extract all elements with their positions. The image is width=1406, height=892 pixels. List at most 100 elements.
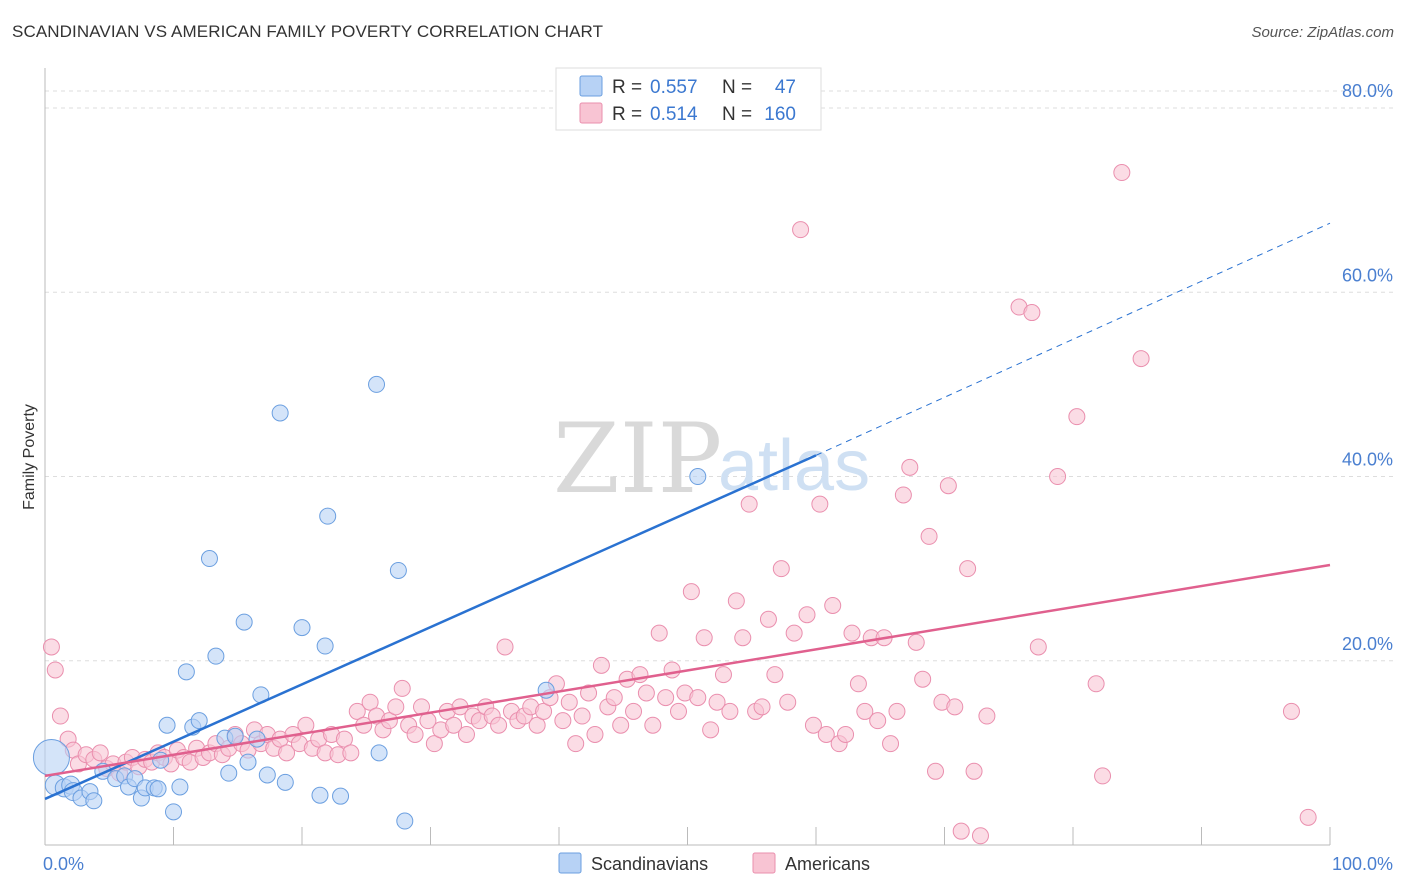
scandinavian-point [220, 764, 238, 782]
correlation-legend: R = 0.557 N = 47 R = 0.514 N = 160 [555, 67, 822, 131]
scandinavian-point [190, 712, 208, 730]
american-point [650, 624, 668, 642]
american-point [920, 527, 938, 545]
watermark-zip: ZIP [553, 403, 722, 515]
american-point [734, 629, 752, 647]
legend-n-value: 47 [775, 77, 796, 98]
american-point [1282, 702, 1300, 720]
source-label: Source: ZipAtlas.com [1251, 24, 1394, 41]
american-point [882, 735, 900, 753]
american-point [843, 624, 861, 642]
american-point [297, 716, 315, 734]
scandinavian-point [149, 780, 167, 798]
american-point [952, 822, 970, 840]
scandinavian-point [239, 753, 257, 771]
legend-r-value: 0.557 [650, 77, 698, 98]
american-point [580, 684, 598, 702]
scandinavian-point [271, 404, 289, 422]
american-point [490, 716, 508, 734]
american-point [753, 698, 771, 716]
legend-r-label: R = [612, 77, 642, 98]
american-point [457, 725, 475, 743]
american-point [496, 638, 514, 656]
x-tick-label-min: 0.0% [43, 854, 84, 874]
american-point [91, 744, 109, 762]
american-point [573, 707, 591, 725]
american-point [740, 495, 758, 513]
legend-r-value: 0.514 [650, 104, 698, 125]
american-point [348, 702, 366, 720]
y-tick-labels: 20.0% 40.0% 60.0% 80.0% [1342, 81, 1393, 654]
american-point [811, 495, 829, 513]
americans-points [42, 164, 1317, 845]
american-point [689, 689, 707, 707]
scandinavian-point [258, 766, 276, 784]
american-point [567, 735, 585, 753]
scandinavian-point [32, 738, 70, 776]
american-point [644, 716, 662, 734]
american-point [1029, 638, 1047, 656]
scandinavian-point [293, 619, 311, 637]
scandinavians-points [32, 375, 707, 830]
american-point [278, 744, 296, 762]
scandinavian-point [207, 647, 225, 665]
american-point [946, 698, 964, 716]
legend-n-label: N = [722, 104, 752, 125]
american-point [560, 693, 578, 711]
american-point [702, 721, 720, 739]
american-point [907, 633, 925, 651]
scandinavian-point [152, 751, 170, 769]
american-point [779, 693, 797, 711]
american-point [342, 744, 360, 762]
american-point [824, 596, 842, 614]
american-point [1094, 767, 1112, 785]
american-point [612, 716, 630, 734]
series-label-americans: Americans [785, 854, 870, 874]
american-point [663, 661, 681, 679]
american-point [708, 693, 726, 711]
series-swatch-americans [752, 852, 776, 874]
american-point [361, 693, 379, 711]
american-point [1049, 468, 1067, 486]
american-point [528, 716, 546, 734]
american-point [978, 707, 996, 725]
series-label-scandinavians: Scandinavians [591, 854, 708, 874]
scandinavian-point [226, 727, 244, 745]
scandinavian-point [200, 550, 218, 568]
american-point [727, 592, 745, 610]
american-point [1087, 675, 1105, 693]
american-point [657, 689, 675, 707]
american-point [1068, 408, 1086, 426]
american-point [393, 679, 411, 697]
american-point [888, 702, 906, 720]
scandinavian-point [177, 663, 195, 681]
american-point [817, 725, 835, 743]
scandinavian-point [235, 613, 253, 631]
american-point [406, 725, 424, 743]
american-point [1113, 164, 1131, 182]
legend-n-label: N = [722, 77, 752, 98]
scandinavian-point [689, 468, 707, 486]
american-point [721, 702, 739, 720]
trend-lines [44, 222, 1331, 801]
american-point [637, 684, 655, 702]
american-point [714, 666, 732, 684]
legend-n-value: 160 [764, 104, 796, 125]
americans-trend-line [44, 563, 1331, 778]
scandinavians-trend-extension [815, 222, 1331, 456]
y-tick-label: 20.0% [1342, 634, 1393, 654]
legend-swatch-scandinavians [579, 75, 603, 97]
scandinavian-point [537, 681, 555, 699]
american-point [387, 698, 405, 716]
american-point [959, 560, 977, 578]
american-point [1299, 808, 1317, 826]
american-point [849, 675, 867, 693]
american-point [586, 725, 604, 743]
american-point [804, 716, 822, 734]
american-point [869, 712, 887, 730]
y-tick-label: 80.0% [1342, 81, 1393, 101]
american-point [605, 689, 623, 707]
x-tick-label-max: 100.0% [1332, 854, 1393, 874]
scandinavian-point [276, 773, 294, 791]
